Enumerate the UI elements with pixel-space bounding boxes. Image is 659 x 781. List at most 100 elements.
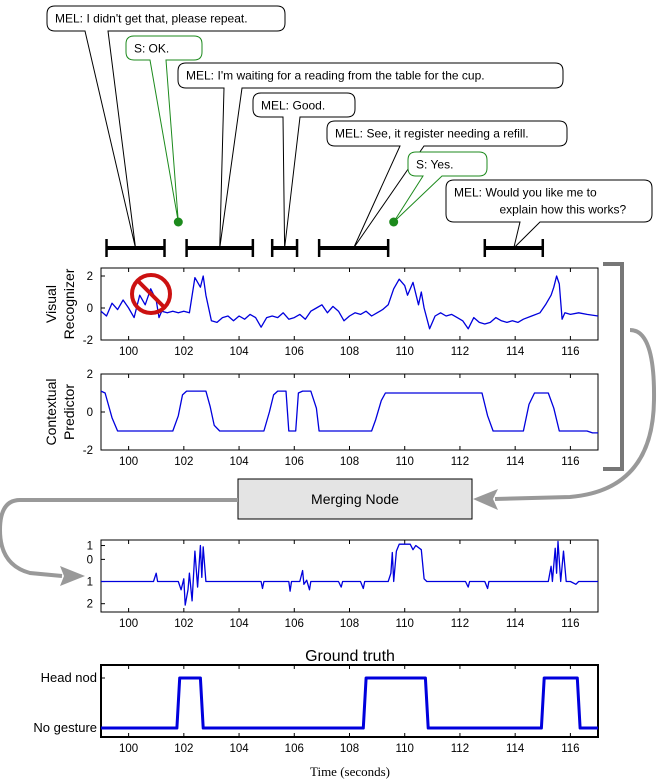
series-line-visual xyxy=(100,275,599,330)
bubble-speaker: MEL: xyxy=(454,186,482,200)
utterance-timeline xyxy=(105,217,545,257)
xtick-label: 116 xyxy=(561,346,579,358)
panel-visual-recognizer: 100 102 104 106 108 110 112 114 116 2 0 -2 Visual R… xyxy=(43,267,599,358)
xtick-label: 102 xyxy=(174,618,193,630)
contextual-ticks: 100 102 104 106 108 110 112 114 116 2 0 -2 xyxy=(83,369,580,468)
xtick-label: 116 xyxy=(561,743,579,755)
bubble-shape xyxy=(46,5,286,249)
xtick-label: 104 xyxy=(229,346,249,358)
ytick-label: 1 xyxy=(87,577,93,589)
xtick-label: 114 xyxy=(506,346,525,358)
ytick-label: 0 xyxy=(87,554,93,566)
bubble-shape xyxy=(326,120,568,249)
contextual-ylabel-1: Contextual xyxy=(43,379,59,446)
ytick-label: 0 xyxy=(87,407,93,419)
xtick-label: 114 xyxy=(506,618,525,630)
arrow-to-merged xyxy=(0,498,238,578)
xtick-label: 114 xyxy=(506,743,525,755)
bubble-text: Yes. xyxy=(431,158,454,172)
series-line-merged xyxy=(101,540,598,606)
xtick-label: 110 xyxy=(396,618,414,630)
bubble-text: Would you like me to xyxy=(486,186,597,200)
xtick-label: 106 xyxy=(285,618,304,630)
bubble-speaker: MEL: xyxy=(55,12,83,26)
contextual-ylabel-2: Predictor xyxy=(61,384,77,440)
panel-contextual-predictor: 100 102 104 106 108 110 112 114 116 2 0 -2 Contextu… xyxy=(43,369,599,468)
bubble-speaker: S: xyxy=(134,42,145,56)
bubble-speaker: MEL: xyxy=(186,69,214,83)
x-axis-label: Time (seconds) xyxy=(310,764,390,779)
xtick-label: 102 xyxy=(174,456,193,468)
bubble-speaker: S: xyxy=(416,158,427,172)
visual-series xyxy=(100,275,599,330)
series-line-contextual xyxy=(100,390,598,434)
bubble-text: I'm waiting for a reading from the table… xyxy=(218,69,485,83)
xtick-label: 112 xyxy=(451,346,469,358)
xtick-label: 110 xyxy=(396,346,414,358)
merging-node-label: Merging Node xyxy=(311,491,399,507)
xtick-label: 108 xyxy=(340,618,359,630)
bubble-text: I didn't get that, please repeat. xyxy=(87,12,248,26)
bubble-speaker: MEL: xyxy=(261,99,289,113)
bubble-speaker: MEL: xyxy=(335,127,363,141)
user-response-dot xyxy=(173,217,183,227)
xtick-label: 114 xyxy=(506,456,525,468)
speech-bubble-system: MEL: See, it register needing a refill. xyxy=(326,120,568,249)
ytick-label: 0 xyxy=(87,303,93,315)
speech-bubble-user: S: OK. xyxy=(125,35,203,223)
ytick-label: -2 xyxy=(83,335,93,347)
ground-truth-title: Ground truth xyxy=(305,648,395,665)
xtick-label: 108 xyxy=(340,743,359,755)
speech-bubble-system: MEL: I'm waiting for a reading from the t… xyxy=(177,62,564,249)
axes-merged xyxy=(100,539,599,613)
xtick-label: 100 xyxy=(119,743,138,755)
xtick-label: 106 xyxy=(285,456,304,468)
ytick-no-gesture: No gesture xyxy=(33,720,97,735)
bubble-text: See, it register needing a refill. xyxy=(367,127,529,141)
xtick-label: 106 xyxy=(285,743,304,755)
xtick-label: 100 xyxy=(119,456,138,468)
bubble-shape xyxy=(252,92,356,249)
ground-truth-ticks: 100 102 104 106 108 110 112 114 116 xyxy=(101,665,580,755)
group-bracket xyxy=(603,262,624,471)
ytick-label: -2 xyxy=(83,445,93,457)
xtick-label: 104 xyxy=(229,618,249,630)
visual-ticks: 100 102 104 106 108 110 112 114 116 2 0 -2 xyxy=(83,268,580,358)
bubble-text: explain how this works? xyxy=(500,203,627,217)
merging-node: Merging Node xyxy=(237,478,473,520)
bubble-shape xyxy=(393,151,488,223)
speech-bubble-system: MEL: Would you like me to explain how this… xyxy=(445,179,653,250)
xtick-label: 112 xyxy=(451,743,469,755)
bubble-shape xyxy=(125,35,203,223)
arrow-head-merge xyxy=(473,489,498,510)
xtick-label: 100 xyxy=(119,618,138,630)
xtick-label: 104 xyxy=(229,456,249,468)
panel-ground-truth: Ground truth 100 102 104 106 108 110 112 114 116… xyxy=(33,648,599,779)
arrow-head-merged xyxy=(60,566,85,586)
visual-ylabel-2: Recognizer xyxy=(61,268,77,339)
user-response-dot xyxy=(389,217,399,227)
visual-ylabel-1: Visual xyxy=(43,285,59,323)
bubble-text: OK. xyxy=(149,42,170,56)
dialogue-bubbles: MEL: I didn't get that, please repeat. S: O… xyxy=(46,5,653,250)
xtick-label: 112 xyxy=(451,618,469,630)
merged-series xyxy=(101,540,598,606)
arrow-to-merge xyxy=(494,328,657,501)
xtick-label: 116 xyxy=(561,456,579,468)
contextual-series xyxy=(100,390,598,434)
ytick-label: 2 xyxy=(87,369,93,381)
series-line-ground_truth xyxy=(101,676,598,730)
xtick-label: 108 xyxy=(340,456,359,468)
xtick-label: 108 xyxy=(340,346,359,358)
xtick-label: 100 xyxy=(119,346,138,358)
xtick-label: 110 xyxy=(396,743,414,755)
bubble-text: Good. xyxy=(293,99,326,113)
ytick-label: 2 xyxy=(87,271,93,283)
xtick-label: 106 xyxy=(285,346,304,358)
bubble-shape xyxy=(445,179,653,250)
xtick-label: 116 xyxy=(561,618,579,630)
axes-contextual xyxy=(100,373,599,451)
